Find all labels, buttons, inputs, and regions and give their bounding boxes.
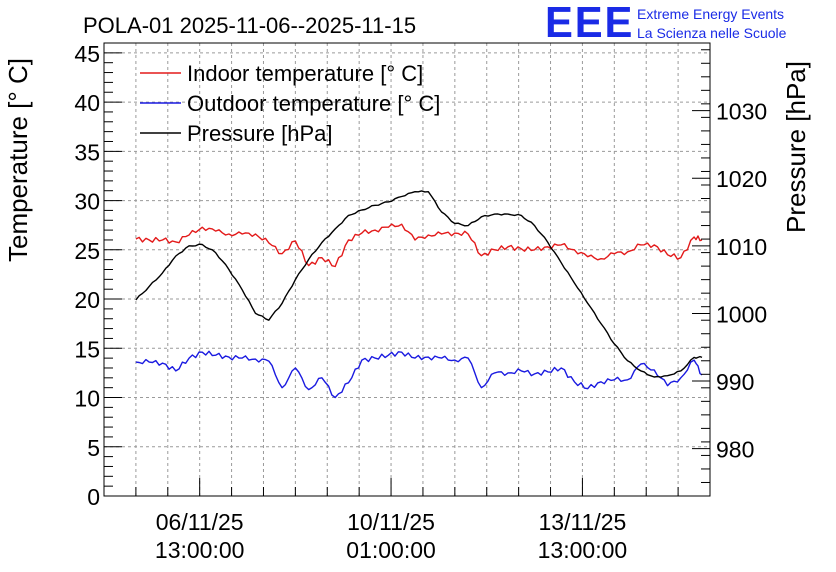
y-tick-label-right-1010: 1010 (716, 234, 767, 260)
chart-grid (104, 43, 710, 497)
x-tick-label-date-1: 10/11/25 (347, 509, 435, 535)
chart-series (135, 190, 703, 399)
y-tick-label-left-10: 10 (74, 386, 100, 412)
y-axis-label-right: Pressure [hPa] (781, 61, 811, 233)
chart-title: POLA-01 2025-11-06--2025-11-15 (83, 13, 416, 38)
x-tick-label-date-0: 06/11/25 (156, 509, 244, 535)
legend-label-0: Indoor temperature [° C] (187, 61, 423, 86)
y-tick-label-left-15: 15 (74, 336, 100, 362)
eee-logo-line1: Extreme Energy Events (637, 6, 785, 22)
eee-logo-mark: EEE (545, 0, 635, 47)
y-tick-label-right-1030: 1030 (716, 99, 767, 125)
chart-legend: Indoor temperature [° C] Outdoor temperat… (140, 61, 440, 146)
y-tick-label-right-1020: 1020 (716, 166, 767, 192)
y-axis-label-left: Temperature [° C] (3, 58, 33, 262)
y-tick-label-left-30: 30 (74, 189, 100, 215)
legend-label-2: Pressure [hPa] (187, 121, 333, 146)
chart-ticks (104, 49, 710, 497)
eee-logo: EEE Extreme Energy Events La Scienza nel… (545, 0, 830, 47)
y-tick-label-left-20: 20 (74, 287, 100, 313)
y-tick-label-left-5: 5 (87, 435, 100, 461)
y-tick-label-right-990: 990 (716, 369, 754, 395)
y-tick-label-left-35: 35 (74, 139, 100, 165)
series-line-0 (135, 223, 703, 268)
series-line-2 (135, 190, 703, 378)
x-tick-label-time-0: 13:00:00 (155, 537, 245, 563)
chart-labels: 0 5 10 15 20 25 30 35 40 45 980 990 1000 1010 1020 1030… (74, 41, 767, 563)
y-tick-label-left-40: 40 (74, 90, 100, 116)
eee-logo-line2: La Scienza nelle Scuole (637, 25, 787, 41)
y-tick-label-left-25: 25 (74, 238, 100, 264)
y-tick-label-right-980: 980 (716, 437, 754, 463)
y-tick-label-left-0: 0 (87, 484, 100, 510)
x-tick-label-time-2: 13:00:00 (538, 537, 628, 563)
series-line-1 (135, 350, 703, 399)
y-tick-label-left-45: 45 (74, 41, 100, 67)
legend-label-1: Outdoor temperature [° C] (187, 91, 440, 116)
x-tick-label-time-1: 01:00:00 (346, 537, 436, 563)
x-tick-label-date-2: 13/11/25 (539, 509, 627, 535)
y-tick-label-right-1000: 1000 (716, 301, 767, 327)
